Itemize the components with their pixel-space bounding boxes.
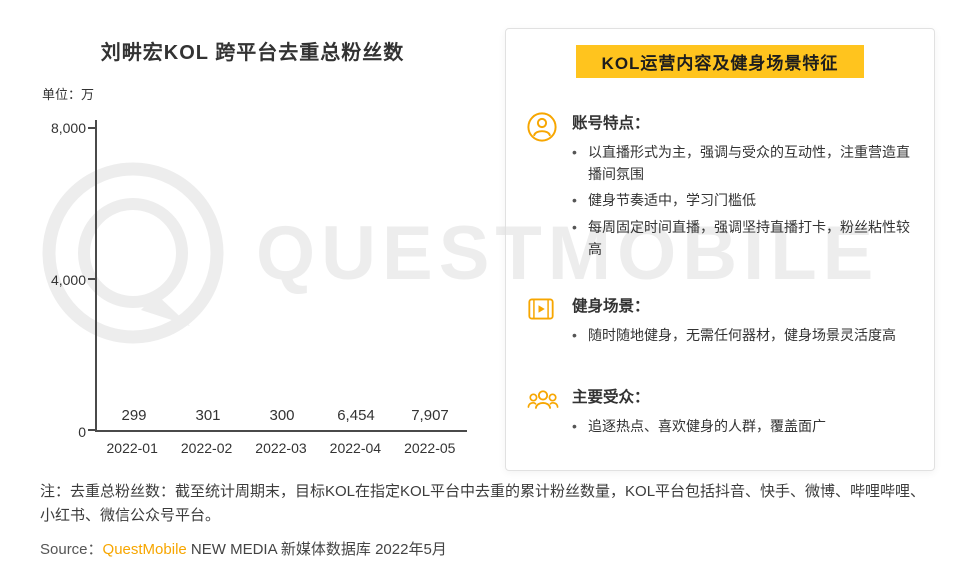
- video-play-icon: [528, 298, 554, 320]
- source-brand: QuestMobile: [102, 541, 187, 558]
- x-axis-label: 2022-04: [329, 440, 382, 456]
- section-account-features: 账号特点： • 以直播形式为主，强调与受众的互动性，注重营造直播间氛围 • 健身…: [526, 110, 914, 265]
- source-suffix: NEW MEDIA 新媒体数据库 2022年5月: [186, 541, 447, 558]
- panel-title: KOL运营内容及健身场景特征: [601, 54, 839, 73]
- icon-column: [526, 384, 572, 443]
- feature-panel: KOL运营内容及健身场景特征 账号特点： • 以直播形式为主，强调与受众的互动性…: [505, 28, 935, 471]
- bullet-item: • 健身节奏适中，学习门槛低: [572, 190, 914, 212]
- y-tick-label: 0: [78, 424, 86, 440]
- bullet-marker: •: [572, 327, 577, 344]
- bullet-item: • 追逐热点、喜欢健身的人群，覆盖面广: [572, 416, 914, 438]
- people-group-icon: [527, 390, 559, 409]
- bullet-item: • 随时随地健身，无需任何器材，健身场景灵活度高: [572, 325, 914, 347]
- bullet-text: 健身节奏适中，学习门槛低: [588, 192, 756, 209]
- x-axis-label: 2022-05: [404, 440, 456, 456]
- bullet-text: 随时随地健身，无需任何器材，健身场景灵活度高: [588, 327, 896, 344]
- y-tick-mark: [88, 278, 96, 280]
- bullet-text: 以直播形式为主，强调与受众的互动性，注重营造直播间氛围: [588, 144, 910, 182]
- section-heading: 账号特点：: [572, 115, 650, 132]
- section-main-audience: 主要受众： • 追逐热点、喜欢健身的人群，覆盖面广: [526, 384, 914, 443]
- bar-value-label: 300: [269, 407, 295, 424]
- bullet-marker: •: [572, 219, 577, 236]
- source-line: Source：QuestMobile NEW MEDIA 新媒体数据库 2022…: [40, 538, 447, 559]
- unit-label: 单位：万: [42, 87, 95, 102]
- source-prefix: Source：: [40, 541, 103, 558]
- bar-slot: 299: [97, 407, 171, 430]
- bullet-marker: •: [572, 418, 577, 435]
- bullet-marker: •: [572, 192, 577, 209]
- bullet-list: • 以直播形式为主，强调与受众的互动性，注重营造直播间氛围 • 健身节奏适中，学…: [572, 142, 914, 260]
- icon-column: [526, 110, 572, 265]
- section-fitness-scene: 健身场景： • 随时随地健身，无需任何器材，健身场景灵活度高: [526, 293, 914, 352]
- y-tick-mark: [88, 429, 96, 431]
- section-heading: 健身场景：: [572, 298, 650, 316]
- x-axis-label: 2022-01: [106, 440, 158, 456]
- y-tick-label: 8,000: [50, 120, 86, 136]
- x-axis-labels: 2022-01 2022-02 2022-03 2022-04 2022-05: [95, 440, 467, 456]
- bullet-text: 每周固定时间直播，强调坚持直播打卡，粉丝粘性较高: [588, 219, 910, 257]
- bullet-item: • 每周固定时间直播，强调坚持直播打卡，粉丝粘性较高: [572, 217, 914, 260]
- bar-value-label: 299: [121, 407, 147, 424]
- bar-value-label: 6,454: [337, 407, 375, 424]
- y-tick-label: 4,000: [50, 272, 86, 288]
- bullet-item: • 以直播形式为主，强调与受众的互动性，注重营造直播间氛围: [572, 142, 914, 185]
- bar-slot: 300: [245, 407, 319, 430]
- bullet-marker: •: [572, 144, 577, 160]
- x-axis-label: 2022-02: [180, 440, 233, 456]
- user-circle-icon: [527, 112, 557, 142]
- chart-title: 刘畊宏KOL 跨平台去重总粉丝数: [100, 42, 405, 64]
- bars: 299 301 300 6,454 7,907: [97, 128, 467, 430]
- section-heading: 主要受众：: [572, 389, 650, 407]
- y-tick-mark: [88, 127, 96, 129]
- bar-value-label: 7,907: [411, 407, 449, 424]
- footnote: 注：去重总粉丝数：截至统计周期末，目标KOL在指定KOL平台中去重的累计粉丝数量…: [40, 483, 926, 524]
- bullet-list: • 随时随地健身，无需任何器材，健身场景灵活度高: [572, 325, 914, 347]
- bar-slot: 301: [171, 407, 245, 430]
- x-axis-label: 2022-03: [255, 440, 307, 456]
- panel-title-highlight: KOL运营内容及健身场景特征: [575, 45, 865, 78]
- bullet-list: • 追逐热点、喜欢健身的人群，覆盖面广: [572, 416, 914, 438]
- bar-slot: 7,907: [393, 407, 467, 430]
- y-axis-labels: 8,000 4,000 0: [26, 120, 86, 440]
- plot-area: 299 301 300 6,454 7,907: [88, 120, 467, 432]
- bar-value-label: 301: [195, 407, 221, 424]
- icon-column: [526, 293, 572, 352]
- bullet-text: 追逐热点、喜欢健身的人群，覆盖面广: [588, 418, 826, 435]
- bar-slot: 6,454: [319, 407, 393, 430]
